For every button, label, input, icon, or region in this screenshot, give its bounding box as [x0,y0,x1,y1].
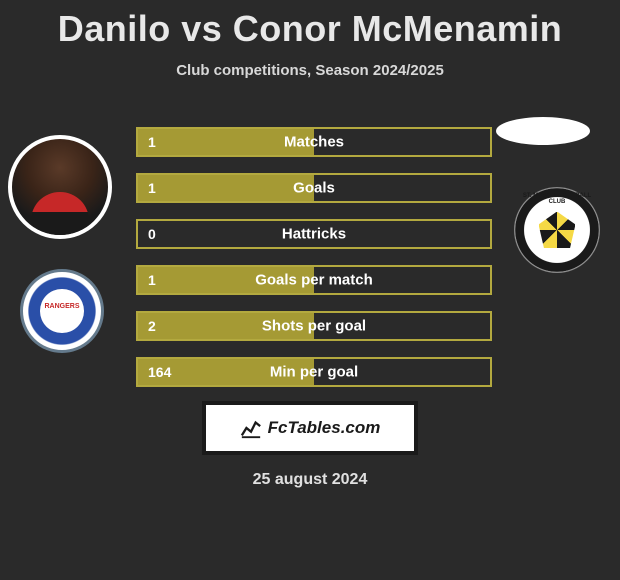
stat-bars: 1 Matches 1 Goals 0 Hattricks 1 Goals pe… [136,127,492,403]
stat-label: Hattricks [138,226,490,243]
comparison-area: 1 Matches 1 Goals 0 Hattricks 1 Goals pe… [0,109,620,399]
stat-label: Goals [138,180,490,197]
stat-label: Shots per goal [138,318,490,335]
footer-brand-badge: FcTables.com [202,401,418,455]
chart-line-icon [240,417,262,439]
page-title: Danilo vs Conor McMenamin [0,0,620,50]
season-subtitle: Club competitions, Season 2024/2025 [0,62,620,79]
club-left-crest [20,269,104,353]
player-right-avatar [496,117,590,145]
footer-date: 25 august 2024 [0,471,620,489]
player-left-avatar [8,135,112,239]
stat-row-matches: 1 Matches [136,127,492,157]
stat-row-min-per-goal: 164 Min per goal [136,357,492,387]
stat-row-goals-per-match: 1 Goals per match [136,265,492,295]
stat-row-shots-per-goal: 2 Shots per goal [136,311,492,341]
stat-row-hattricks: 0 Hattricks [136,219,492,249]
club-right-crest [514,187,600,273]
footer-brand-text: FcTables.com [268,418,381,438]
stat-label: Goals per match [138,272,490,289]
stat-label: Min per goal [138,364,490,381]
stat-label: Matches [138,134,490,151]
stat-row-goals: 1 Goals [136,173,492,203]
